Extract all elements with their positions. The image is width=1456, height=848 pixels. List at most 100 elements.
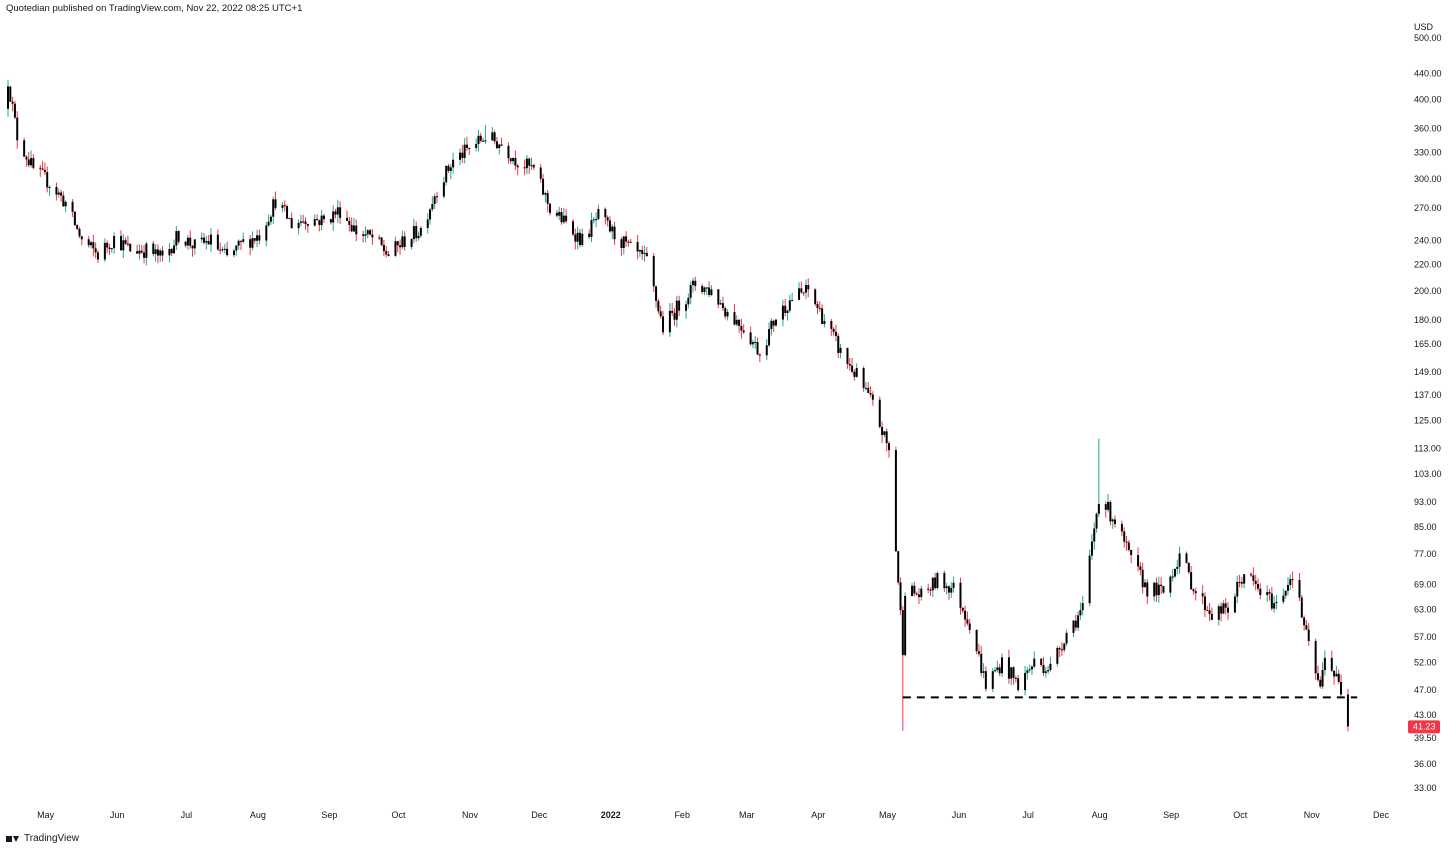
candle-body bbox=[184, 241, 187, 246]
candle-body bbox=[290, 218, 293, 229]
candle-body bbox=[555, 212, 558, 216]
candle-body bbox=[1157, 584, 1160, 596]
candle-body bbox=[1203, 596, 1206, 610]
time-tick-label: Feb bbox=[674, 810, 690, 820]
price-tick-label: 330.00 bbox=[1414, 148, 1442, 158]
candle-body bbox=[562, 215, 565, 223]
candle-body bbox=[565, 215, 568, 222]
candle-body bbox=[449, 167, 452, 171]
candle-body bbox=[991, 671, 994, 689]
candle-body bbox=[237, 240, 240, 246]
candle-body bbox=[848, 363, 851, 366]
candle-body bbox=[950, 587, 953, 593]
candle-body bbox=[161, 250, 164, 256]
candle-body bbox=[352, 225, 355, 232]
candle-body bbox=[830, 321, 833, 329]
candle-body bbox=[804, 285, 807, 293]
candle-body bbox=[645, 252, 648, 257]
candle-body bbox=[800, 288, 803, 293]
time-tick-label: Oct bbox=[392, 810, 407, 820]
candle-body bbox=[913, 585, 916, 594]
candle-body bbox=[403, 236, 406, 247]
candle-body bbox=[1007, 657, 1010, 679]
candle-body bbox=[235, 245, 238, 251]
candle-body bbox=[613, 226, 616, 240]
candle-body bbox=[867, 387, 870, 393]
candle-body bbox=[332, 211, 335, 223]
candle-body bbox=[96, 252, 99, 260]
candle-body bbox=[655, 286, 658, 301]
candle-body bbox=[959, 582, 962, 608]
candle-body bbox=[1065, 632, 1068, 644]
candle-body bbox=[1194, 591, 1197, 594]
candle-body bbox=[1192, 589, 1195, 592]
candle-body bbox=[1176, 566, 1179, 569]
candle-body bbox=[1058, 647, 1061, 650]
time-axis: May Jun Jul Aug Sep Oct Nov Dec 2022 Feb Mar Apr May… bbox=[37, 810, 1389, 820]
candle-body bbox=[595, 219, 598, 221]
candle-body bbox=[1095, 513, 1098, 529]
candle-body bbox=[657, 300, 660, 312]
candle-body bbox=[94, 248, 97, 253]
candle-body bbox=[1155, 582, 1158, 596]
candle-body bbox=[1049, 663, 1052, 671]
candle-body bbox=[106, 242, 109, 248]
last-price-badge: 41.23 bbox=[1408, 720, 1440, 734]
candle-body bbox=[878, 399, 881, 427]
candle-body bbox=[39, 167, 42, 169]
candle-body bbox=[539, 167, 542, 179]
time-tick-label: Nov bbox=[462, 810, 479, 820]
candle-body bbox=[546, 193, 549, 204]
candle-body bbox=[1284, 590, 1287, 596]
candle-body bbox=[1256, 584, 1259, 589]
candle-body bbox=[786, 310, 789, 313]
candle-body bbox=[76, 225, 79, 229]
price-axis: 500.00 440.00 400.00 360.00 330.00 300.00 270.… bbox=[1414, 33, 1442, 793]
candle-body bbox=[447, 165, 450, 171]
candle-body bbox=[816, 304, 819, 308]
candle-body bbox=[1238, 582, 1241, 584]
time-tick-label: Jun bbox=[952, 810, 967, 820]
candle-body bbox=[205, 241, 208, 243]
price-tick-label: 36.00 bbox=[1414, 759, 1437, 769]
candle-body bbox=[915, 593, 918, 595]
candle-body bbox=[1044, 671, 1047, 673]
price-tick-label: 270.00 bbox=[1414, 203, 1442, 213]
candle-body bbox=[1169, 576, 1172, 593]
candle-body bbox=[862, 368, 865, 388]
candle-body bbox=[1224, 603, 1227, 608]
candle-body bbox=[168, 248, 171, 256]
candle-body bbox=[901, 610, 904, 656]
candle-body bbox=[694, 280, 697, 286]
candle-body bbox=[7, 86, 9, 109]
candle-body bbox=[636, 241, 639, 252]
price-tick-label: 240.00 bbox=[1414, 236, 1442, 246]
candle-body bbox=[156, 249, 159, 256]
candle-body bbox=[1028, 669, 1031, 671]
candle-body bbox=[122, 240, 125, 251]
candle-body bbox=[369, 230, 372, 235]
candle-body bbox=[267, 221, 270, 226]
candle-body bbox=[627, 241, 630, 243]
time-tick-label: Jul bbox=[181, 810, 193, 820]
price-tick-label: 200.00 bbox=[1414, 286, 1442, 296]
candle-body bbox=[1314, 640, 1317, 674]
candle-body bbox=[173, 245, 176, 254]
candle-body bbox=[1072, 620, 1075, 633]
price-tick-label: 360.00 bbox=[1414, 124, 1442, 134]
candle-body bbox=[964, 610, 967, 620]
footer-brand[interactable]: TradingView bbox=[6, 833, 79, 844]
candle-body bbox=[781, 305, 784, 320]
candle-body bbox=[1266, 592, 1269, 596]
price-tick-label: 500.00 bbox=[1414, 33, 1442, 43]
candle-body bbox=[588, 233, 591, 237]
time-tick-label: Nov bbox=[1304, 810, 1321, 820]
candle-body bbox=[832, 328, 835, 332]
candle-body bbox=[223, 248, 226, 250]
time-tick-label: Oct bbox=[1233, 810, 1248, 820]
candle-body bbox=[207, 241, 210, 245]
candle-body bbox=[668, 310, 671, 333]
candle-body bbox=[378, 237, 381, 239]
candle-body bbox=[1109, 501, 1112, 522]
candle-body bbox=[11, 101, 14, 104]
